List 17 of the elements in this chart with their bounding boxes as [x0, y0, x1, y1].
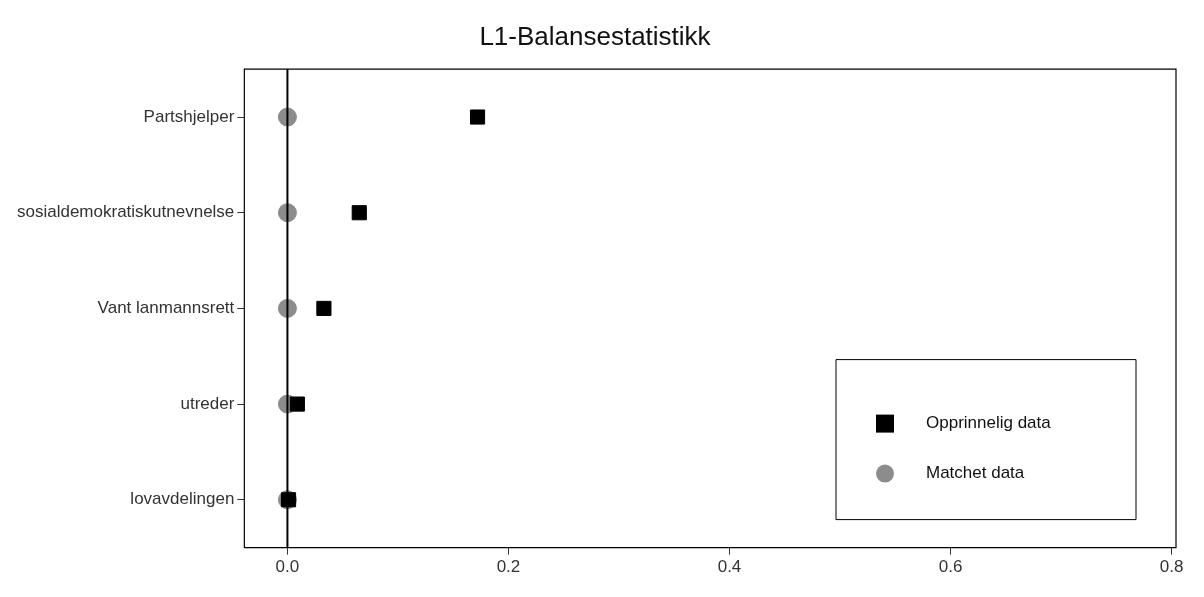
- point: [289, 396, 305, 412]
- legend-label: Opprinnelig data: [926, 413, 1052, 433]
- y-tick-label: utreder: [180, 393, 235, 413]
- x-tick-label: 0.0: [275, 557, 300, 577]
- y-tick-label: sosialdemokratiskutnevnelse: [16, 202, 235, 222]
- chart-title: L1-Balansestatistikk: [479, 20, 712, 51]
- y-tick-label: lovavdelingen: [130, 489, 235, 509]
- x-tick-label: 0.2: [496, 557, 521, 577]
- point: [351, 205, 367, 221]
- x-tick-label: 0.4: [717, 557, 742, 577]
- y-tick-label: Vant lanmannsrett: [97, 298, 235, 318]
- y-tick-label: Partshjelper: [143, 106, 235, 126]
- x-tick-label: 0.6: [938, 557, 963, 577]
- point: [469, 109, 486, 125]
- legend-label: Matchet data: [926, 463, 1025, 483]
- x-tick-label: 0.8: [1159, 557, 1184, 577]
- point: [316, 300, 332, 316]
